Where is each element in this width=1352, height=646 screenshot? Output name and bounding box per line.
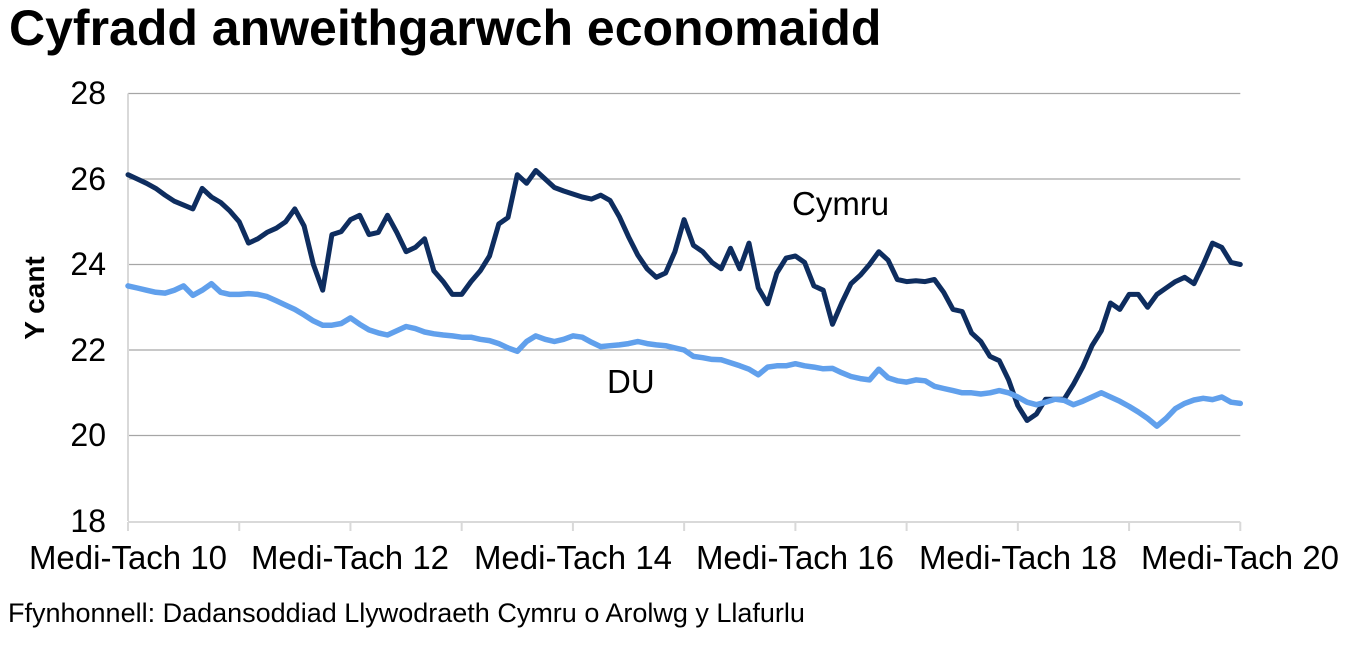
y-tick-label-18: 18 [70,503,106,539]
x-tick-label-medi-tach-16: Medi-Tach 16 [695,539,895,576]
x-tick-label-medi-tach-14: Medi-Tach 14 [473,539,673,576]
x-tick-label-medi-tach-18: Medi-Tach 18 [918,539,1118,576]
y-tick-label-24: 24 [70,246,106,282]
series-line-cymru [125,168,1243,423]
y-tick-label-28: 28 [70,75,106,111]
x-tick-label-medi-tach-20: Medi-Tach 20 [1140,539,1340,576]
y-tick-label-22: 22 [70,332,106,368]
chart-title: Cyfradd anweithgarwch economaidd [9,0,882,56]
series-line-du [125,280,1244,429]
y-tick-label-20: 20 [70,417,106,453]
x-tick-label-medi-tach-10: Medi-Tach 10 [28,539,228,576]
x-tick-label-medi-tach-12: Medi-Tach 12 [250,539,450,576]
series-label-cymru: Cymru [792,185,890,222]
y-tick-label-26: 26 [70,161,106,197]
source-note: Ffynhonnell: Dadansoddiad Llywodraeth Cy… [8,598,805,628]
series-label-du: DU [607,363,655,400]
